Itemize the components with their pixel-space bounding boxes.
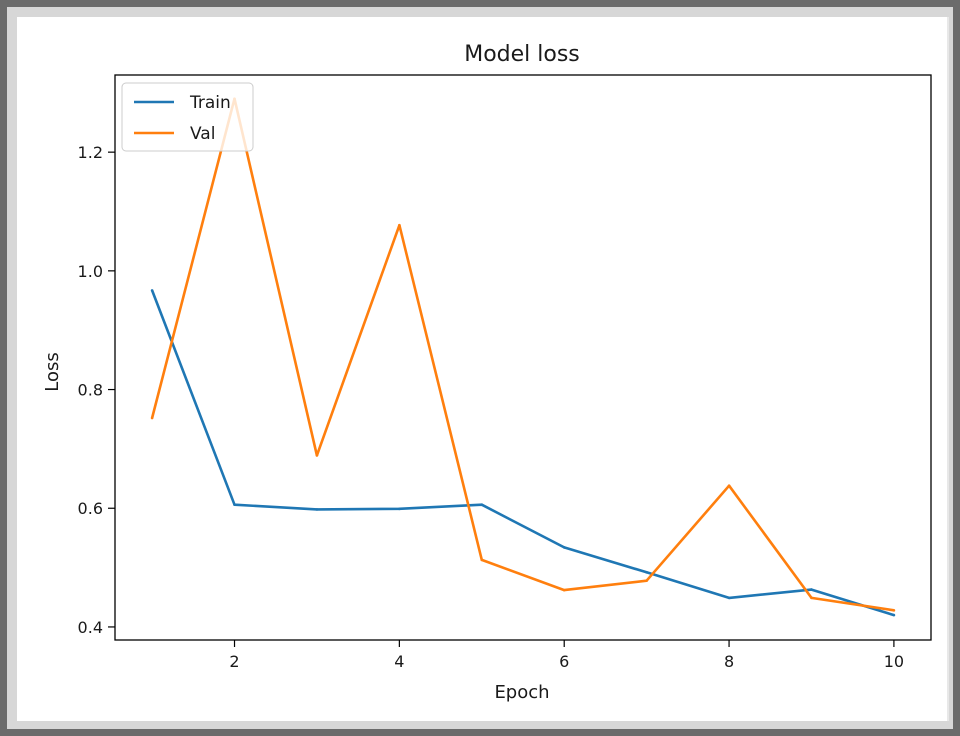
data-point-val-10 <box>892 609 896 612</box>
data-point-train-5 <box>480 503 484 506</box>
x-axis-title: Epoch <box>494 682 549 703</box>
x-tick-label-8: 8 <box>724 652 734 671</box>
data-point-val-1 <box>150 416 154 420</box>
data-point-val-5 <box>480 558 484 562</box>
data-point-train-2 <box>233 503 236 506</box>
y-tick-label-0.4: 0.4 <box>78 618 103 637</box>
y-tick-label-0.6: 0.6 <box>78 499 103 518</box>
y-tick-label-1.2: 1.2 <box>78 143 103 162</box>
x-tick-label-6: 6 <box>559 652 569 671</box>
data-point-train-9 <box>810 588 813 591</box>
legend-label-train: Train <box>189 93 231 113</box>
legend-label-val: Val <box>190 124 215 144</box>
data-point-val-6 <box>562 588 566 592</box>
data-point-train-7 <box>645 571 648 574</box>
chart-title: Model loss <box>464 42 580 67</box>
data-point-train-1 <box>150 289 154 292</box>
y-tick-label-1: 1.0 <box>78 262 103 281</box>
data-point-val-4 <box>398 223 401 227</box>
y-axis-title: Loss <box>42 352 63 391</box>
data-point-val-7 <box>645 579 648 582</box>
data-point-train-6 <box>562 546 566 549</box>
plot-area: 2 4 6 8 10 0.4 0.6 0.8 1.0 1.2 Train Val <box>78 74 932 671</box>
data-point-train-3 <box>315 508 319 511</box>
data-point-val-9 <box>810 596 813 600</box>
data-point-train-8 <box>727 596 731 600</box>
data-point-val-3 <box>315 454 319 457</box>
x-tick-label-10: 10 <box>884 652 904 671</box>
plot-canvas: Model loss 2 4 6 8 10 0.4 0.6 0.8 1.0 1.2 Train Val… <box>17 17 949 721</box>
legend-box <box>121 82 254 152</box>
x-tick-label-2: 2 <box>229 652 239 671</box>
data-point-val-8 <box>727 484 731 487</box>
y-tick-label-0.8: 0.8 <box>78 381 103 400</box>
data-point-train-10 <box>892 613 896 617</box>
x-tick-label-4: 4 <box>394 652 404 671</box>
series-line-val <box>150 97 895 612</box>
series-line-train <box>150 289 895 617</box>
axes-frame <box>114 74 932 641</box>
data-point-train-4 <box>398 507 401 511</box>
loss-line-chart: Model loss 2 4 6 8 10 0.4 0.6 0.8 1.0 1.2 Train Val… <box>42 42 932 703</box>
